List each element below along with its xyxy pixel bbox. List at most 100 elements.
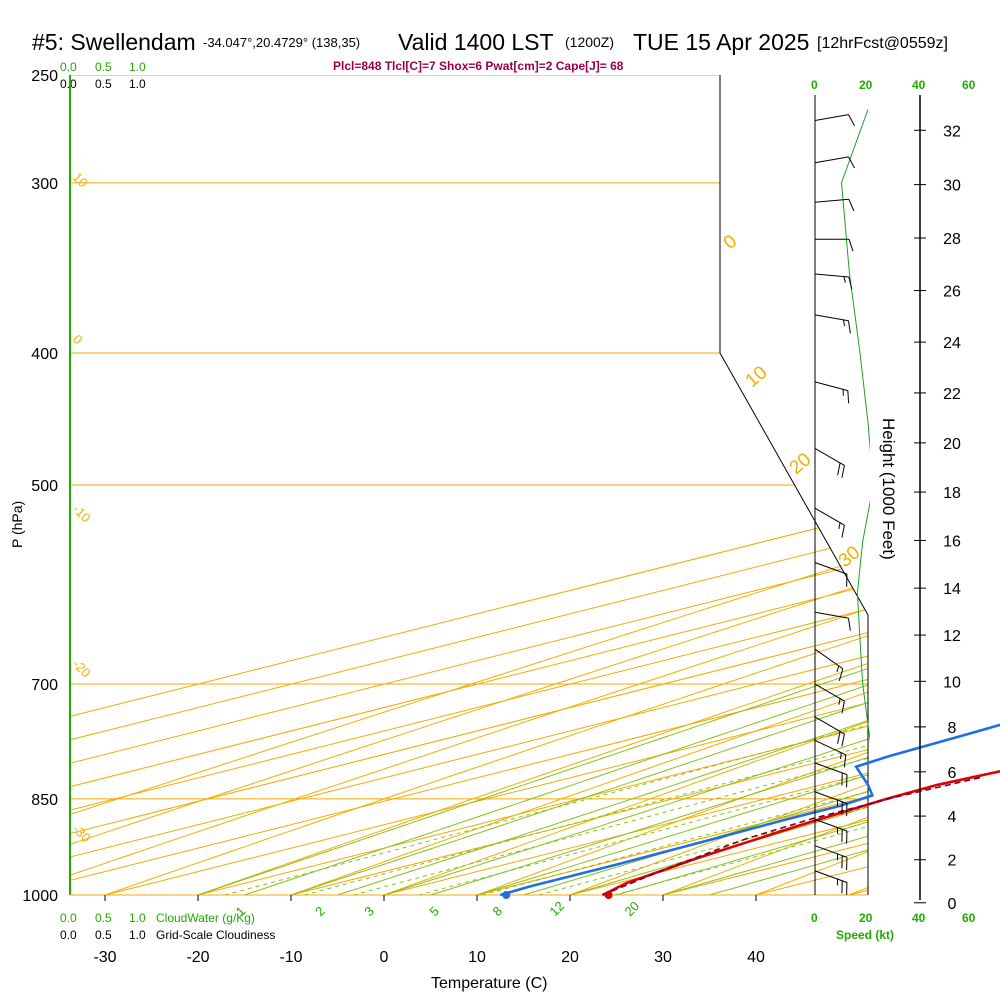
parcel-line bbox=[602, 776, 981, 896]
x-axis-title: Temperature (C) bbox=[431, 975, 547, 992]
dry-adiabat-line bbox=[70, 75, 868, 895]
dry-adiabat-line bbox=[70, 75, 868, 895]
dry-adiabat-label: -10 bbox=[70, 502, 94, 526]
mixing-ratio-label: 8 bbox=[489, 903, 505, 919]
pressure-tick-label: 300 bbox=[31, 176, 58, 193]
cloud-bottom-green-2: 1.0 bbox=[129, 911, 146, 925]
wind-barb-staff bbox=[814, 648, 844, 670]
height-tick-label: 10 bbox=[943, 674, 961, 691]
dry-adiabat-line bbox=[70, 75, 868, 895]
temperature-tick-label: -30 bbox=[93, 949, 116, 966]
dry-adiabat-line bbox=[304, 75, 868, 895]
cloud-bottom-black-1: 0.5 bbox=[95, 928, 112, 942]
isotherm-line bbox=[70, 75, 868, 895]
temperature-surface-point bbox=[604, 891, 613, 899]
cloud-top-black-1: 0.5 bbox=[95, 77, 112, 91]
wind-barb-half-flag bbox=[843, 319, 845, 327]
height-tick-label: 20 bbox=[943, 436, 961, 453]
background-clip-group bbox=[70, 75, 868, 895]
wind-barb-flag bbox=[848, 114, 855, 126]
wind-speed-line bbox=[840, 109, 870, 743]
moist-adiabat-line bbox=[247, 75, 868, 895]
wind-panel bbox=[814, 95, 870, 895]
height-tick-label: 32 bbox=[943, 123, 961, 140]
temperature-tick-label: 0 bbox=[380, 949, 389, 966]
wind-barb bbox=[814, 611, 851, 631]
isotherm-line bbox=[70, 75, 868, 895]
cloud-bottom-green-1: 0.5 bbox=[95, 911, 112, 925]
height-tick-label: 24 bbox=[943, 335, 961, 352]
height-tick-label: 14 bbox=[943, 581, 961, 598]
speed-bottom-tick-1: 20 bbox=[859, 911, 873, 925]
wind-barb bbox=[814, 381, 850, 404]
dry-adiabat-label: 0 bbox=[70, 332, 86, 348]
speed-bottom-tick-3: 60 bbox=[962, 911, 976, 925]
speed-bottom-tick-2: 40 bbox=[912, 911, 926, 925]
speed-top-tick-1: 20 bbox=[859, 78, 873, 92]
isotherm-line bbox=[455, 75, 868, 895]
dry-adiabat-line bbox=[587, 75, 868, 895]
dry-adiabat-line bbox=[210, 75, 868, 895]
isotherm-line bbox=[548, 75, 868, 895]
wind-barb-staff bbox=[814, 845, 848, 858]
wind-barb bbox=[814, 447, 845, 478]
isotherm-line bbox=[176, 75, 868, 895]
mixing-ratio-label: 3 bbox=[361, 903, 377, 919]
dry-adiabat-line bbox=[399, 75, 868, 895]
mixing-ratio-label: 12 bbox=[546, 898, 567, 919]
wind-barb-flag bbox=[847, 390, 850, 404]
wind-barb bbox=[814, 198, 855, 212]
moist-adiabat-line bbox=[157, 75, 868, 895]
cloudwater-label: CloudWater (g/Kg) bbox=[156, 911, 255, 925]
forecast-date: TUE 15 Apr 2025 bbox=[633, 29, 809, 55]
wind-barb-flag bbox=[847, 320, 851, 334]
dry-adiabat-label: -30 bbox=[70, 822, 94, 846]
cloud-top-green-2: 1.0 bbox=[129, 60, 146, 74]
cloud-top-black-2: 1.0 bbox=[129, 77, 146, 91]
height-tick-label: 16 bbox=[943, 533, 961, 550]
pressure-tick-label: 500 bbox=[31, 478, 58, 495]
height-tick-label: 2 bbox=[948, 853, 957, 870]
forecast-run: [12hrFcst@0559z] bbox=[817, 35, 948, 52]
wind-barb bbox=[814, 648, 844, 681]
height-tick-label: 4 bbox=[948, 809, 957, 826]
speed-bottom-tick-0: 0 bbox=[811, 911, 818, 925]
mixing-ratio-label: 5 bbox=[426, 903, 442, 919]
wind-barb-staff bbox=[814, 791, 848, 804]
height-tick-label: 12 bbox=[943, 628, 961, 645]
temperature-tick-label: 10 bbox=[468, 949, 486, 966]
wind-barb-staff bbox=[814, 739, 847, 756]
wind-barb-staff bbox=[814, 156, 849, 164]
cloud-scale-top: 0.0 0.5 1.0 0.0 0.5 1.0 bbox=[60, 60, 146, 91]
wind-barb-flag bbox=[837, 731, 841, 744]
temperature-tick-label: -20 bbox=[186, 949, 209, 966]
moist-adiabat-line bbox=[381, 75, 868, 895]
wind-barb bbox=[814, 507, 845, 538]
cloudiness-label: Grid-Scale Cloudiness bbox=[156, 928, 275, 942]
wind-barb bbox=[814, 739, 847, 768]
moist-adiabat-label: 20 bbox=[786, 449, 816, 479]
wind-barb-staff bbox=[814, 273, 849, 278]
mixing-ratio-line bbox=[304, 352, 868, 895]
speed-axis-label: Speed (kt) bbox=[836, 928, 894, 942]
wind-barb-staff bbox=[814, 314, 849, 322]
isotherm-line bbox=[70, 75, 868, 895]
wind-barb-half-flag bbox=[843, 276, 846, 283]
height-tick-label: 0 bbox=[948, 896, 957, 913]
cloud-top-green-0: 0.0 bbox=[60, 60, 77, 74]
wind-barb-staff bbox=[814, 716, 845, 735]
wind-barb-staff bbox=[814, 818, 848, 832]
wind-barb-half-flag bbox=[840, 752, 842, 759]
speed-top-tick-2: 40 bbox=[912, 78, 926, 92]
height-tick-label: 26 bbox=[943, 284, 961, 301]
mixing-ratio-line bbox=[224, 352, 868, 895]
height-axis-title: Height (1000 Feet) bbox=[879, 418, 898, 560]
plot-frame bbox=[69, 75, 869, 896]
dewpoint-line bbox=[499, 723, 1000, 897]
mixing-ratio-line bbox=[418, 352, 868, 895]
wind-barb-flag bbox=[838, 668, 844, 681]
